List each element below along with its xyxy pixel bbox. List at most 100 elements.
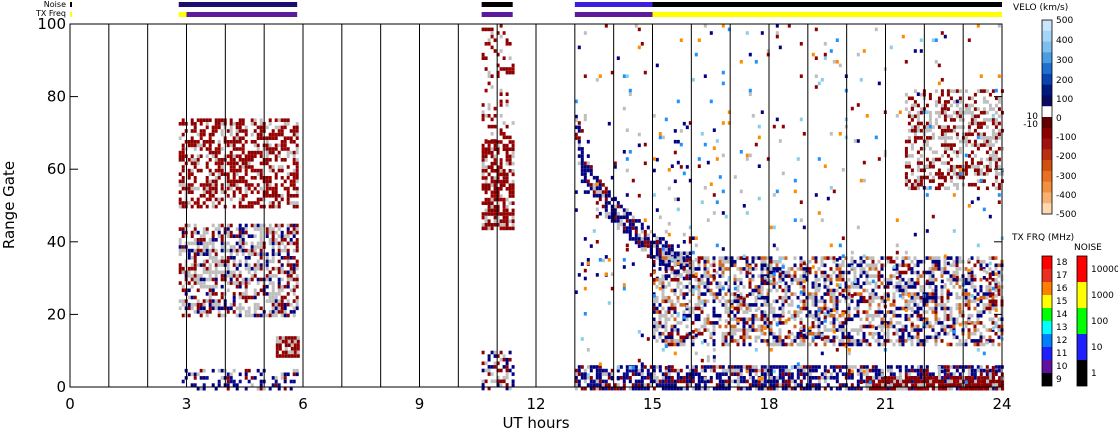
echo-cell: [226, 223, 230, 228]
echo-cell: [718, 267, 722, 271]
echo-cell: [499, 212, 503, 216]
echo-cell: [640, 222, 644, 227]
echo-cell: [283, 234, 287, 238]
echo-cell: [661, 262, 665, 266]
echo-cell: [778, 274, 782, 278]
echo-cell: [952, 324, 956, 329]
echo-cell: [682, 386, 686, 391]
echo-cell: [989, 386, 993, 391]
echo-cell: [898, 281, 902, 286]
echo-cell: [637, 379, 641, 384]
echo-cell: [211, 234, 215, 238]
echo-cell: [496, 223, 500, 227]
echo-cell: [631, 215, 635, 220]
echo-cell: [712, 306, 716, 311]
echo-cell: [994, 331, 998, 336]
echo-cell: [187, 306, 191, 311]
echo-cell: [499, 357, 503, 362]
echo-cell: [610, 368, 614, 373]
echo-cell: [661, 277, 665, 282]
echo-cell: [997, 368, 1001, 373]
echo-cell: [724, 281, 728, 286]
echo-cell: [238, 245, 242, 249]
echo-cell: [595, 240, 599, 244]
echo-cell: [976, 368, 980, 373]
echo-cell: [994, 118, 998, 122]
echo-cell: [955, 306, 959, 311]
echo-cell: [856, 379, 860, 384]
echo-cell: [229, 248, 233, 253]
echo-cell: [691, 376, 695, 380]
echo-cell: [586, 183, 590, 187]
echo-cell: [670, 303, 674, 307]
echo-cell: [667, 379, 671, 384]
echo-cell: [895, 285, 899, 289]
echo-cell: [718, 285, 722, 289]
echo-cell: [865, 270, 869, 275]
echo-cell: [964, 143, 968, 147]
echo-cell: [178, 241, 182, 246]
echo-cell: [286, 230, 290, 235]
echo-cell: [661, 295, 665, 300]
echo-cell: [661, 281, 665, 286]
echo-cell: [814, 365, 818, 369]
echo-cell: [811, 368, 815, 373]
echo-cell: [874, 263, 878, 268]
echo-cell: [796, 342, 800, 347]
echo-cell: [190, 183, 194, 187]
echo-cell: [841, 339, 845, 343]
echo-cell: [256, 227, 260, 231]
echo-cell: [634, 240, 638, 245]
echo-cell: [790, 267, 794, 271]
echo-cell: [802, 288, 806, 293]
echo-cell: [730, 372, 734, 376]
echo-cell: [643, 218, 647, 222]
echo-cell: [817, 376, 821, 380]
echo-cell: [908, 379, 912, 384]
echo-cell: [925, 339, 929, 343]
echo-cell: [601, 379, 605, 384]
echo-cell: [682, 240, 686, 244]
echo-cell: [877, 335, 881, 340]
echo-cell: [217, 140, 221, 144]
echo-cell: [955, 292, 959, 296]
echo-cell: [199, 241, 203, 246]
echo-cell: [202, 248, 206, 253]
echo-cell: [901, 306, 905, 311]
echo-cell: [265, 266, 269, 271]
echo-cell: [709, 263, 713, 268]
echo-cell: [898, 306, 902, 311]
echo-cell: [229, 223, 233, 228]
echo-cell: [910, 146, 914, 151]
echo-cell: [850, 365, 854, 369]
echo-cell: [703, 339, 707, 343]
echo-cell: [226, 386, 230, 391]
echo-cell: [241, 281, 245, 285]
echo-cell: [202, 201, 206, 205]
echo-cell: [232, 368, 236, 373]
echo-cell: [913, 303, 917, 307]
echo-cell: [601, 204, 605, 209]
echo-cell: [874, 295, 878, 300]
echo-cell: [580, 372, 584, 376]
echo-cell: [838, 285, 842, 289]
echo-cell: [754, 267, 758, 271]
echo-cell: [499, 103, 503, 107]
echo-cell: [910, 143, 914, 147]
echo-cell: [808, 386, 812, 391]
echo-cell: [637, 368, 641, 373]
echo-cell: [283, 122, 287, 126]
echo-cell: [871, 288, 875, 293]
echo-cell: [211, 248, 215, 253]
echo-cell: [769, 376, 773, 380]
echo-cell: [265, 186, 269, 191]
echo-cell: [664, 269, 668, 274]
echo-cell: [964, 103, 968, 108]
echo-cell: [502, 176, 506, 180]
echo-cell: [202, 368, 206, 373]
echo-cell: [217, 263, 221, 267]
echo-cell: [718, 376, 722, 380]
echo-cell: [283, 136, 287, 140]
echo-cell: [799, 274, 803, 278]
echo-cell: [712, 259, 716, 264]
